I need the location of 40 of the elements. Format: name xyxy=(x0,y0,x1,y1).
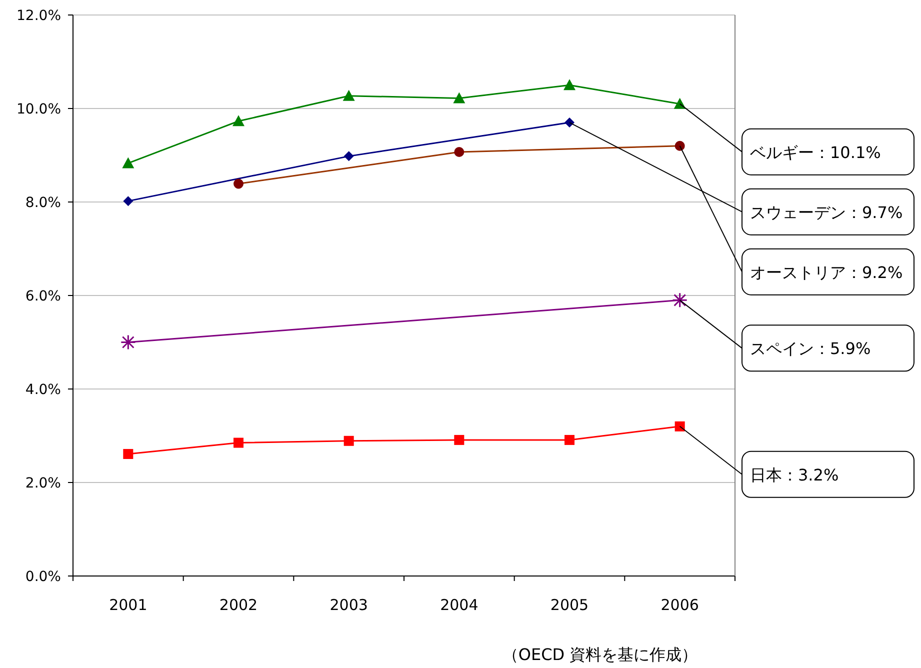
y-tick-label: 0.0% xyxy=(25,569,61,585)
point xyxy=(564,434,574,445)
y-tick-label: 6.0% xyxy=(25,288,61,304)
point xyxy=(120,334,136,350)
callout-box: スペイン：5.9% xyxy=(742,324,914,372)
text: （OECD 資料を基に作成） xyxy=(502,645,698,664)
annotation: スペイン：5.9% xyxy=(750,339,871,358)
point xyxy=(674,421,685,432)
point xyxy=(232,115,244,126)
point xyxy=(342,90,355,101)
callout-box: 日本：3.2% xyxy=(742,450,914,498)
point xyxy=(234,438,244,448)
callout-box: オーストリア：9.2% xyxy=(742,248,914,296)
annotation: スウェーデン：9.7% xyxy=(750,202,903,222)
x-tick-label: 2005 xyxy=(550,596,589,614)
point xyxy=(564,79,576,90)
callout-box: ベルギー：10.1% xyxy=(742,128,914,176)
point xyxy=(123,196,134,206)
x-tick-label: 2003 xyxy=(330,596,368,614)
point xyxy=(123,448,134,459)
annotation: ベルギー：10.1% xyxy=(750,142,881,162)
annotation: 日本：3.2% xyxy=(750,465,839,484)
point xyxy=(672,292,688,308)
y-tick-label: 2.0% xyxy=(25,476,61,492)
point xyxy=(344,436,354,446)
point xyxy=(122,157,134,168)
y-tick-label: 8.0% xyxy=(25,195,61,211)
annotation: オーストリア：9.2% xyxy=(750,262,903,282)
point xyxy=(344,151,354,162)
x-tick-label: 2006 xyxy=(660,596,699,614)
point xyxy=(564,118,574,128)
y-tick-label: 10.0% xyxy=(16,102,61,118)
point xyxy=(453,92,466,104)
point xyxy=(454,434,464,445)
x-tick-label: 2001 xyxy=(109,596,148,614)
x-tick-label: 2002 xyxy=(219,596,258,614)
callout-box: スウェーデン：9.7% xyxy=(742,188,914,236)
y-tick-label: 4.0% xyxy=(25,382,61,398)
y-tick-label: 12.0% xyxy=(16,8,61,24)
x-tick-label: 2004 xyxy=(440,596,478,614)
